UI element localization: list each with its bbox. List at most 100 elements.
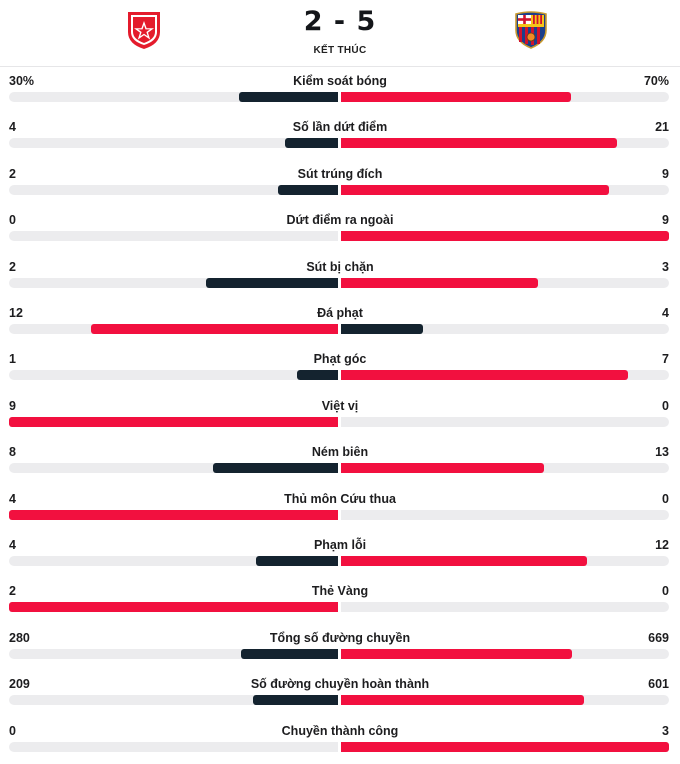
away-stat-value: 3 <box>662 259 669 274</box>
home-stat-bar <box>9 416 338 427</box>
away-stat-value: 0 <box>662 398 669 413</box>
away-stat-track <box>341 695 669 706</box>
stat-row: 0 Chuyền thành công 3 <box>0 718 680 764</box>
home-stat-value: 209 <box>9 677 30 692</box>
home-stat-track <box>9 231 338 242</box>
stat-label: Sút bị chặn <box>306 259 374 274</box>
away-stat-bar <box>341 138 617 149</box>
home-stat-track <box>9 556 338 566</box>
away-stat-bar <box>341 324 423 334</box>
away-stat-track <box>341 231 669 242</box>
home-stat-value: 4 <box>9 120 16 135</box>
home-stat-track <box>9 92 338 102</box>
away-stat-bar <box>341 370 628 381</box>
stat-label: Thẻ Vàng <box>311 584 369 599</box>
home-stat-value: 2 <box>9 259 16 274</box>
home-stat-value: 2 <box>9 584 16 599</box>
home-stat-track <box>9 184 338 195</box>
home-stat-value: 0 <box>9 213 16 228</box>
away-stat-bar <box>341 648 573 659</box>
away-stat-bar <box>341 231 669 242</box>
stat-label: Ném biên <box>311 445 369 460</box>
away-stat-value: 13 <box>655 445 669 460</box>
home-stat-bar <box>296 370 338 381</box>
red-star-crest-icon[interactable] <box>124 10 164 50</box>
away-stat-track <box>341 556 669 566</box>
stat-label: Sút trúng đích <box>297 166 383 181</box>
home-stat-value: 0 <box>9 723 16 738</box>
away-stat-bar <box>341 277 538 288</box>
home-stat-bar <box>253 695 338 706</box>
away-stat-track <box>341 184 669 195</box>
away-stat-bar <box>341 556 587 566</box>
stat-row: 2 Sút bị chặn 3 <box>0 254 680 300</box>
home-stat-bar <box>285 138 338 149</box>
away-stat-track <box>341 416 669 427</box>
home-stat-bar <box>206 277 338 288</box>
away-stat-track <box>341 138 669 149</box>
home-stat-track <box>9 602 338 613</box>
away-stat-track <box>341 602 669 613</box>
home-stat-track <box>9 370 338 381</box>
away-stat-track <box>341 277 669 288</box>
home-stat-value: 1 <box>9 352 16 367</box>
away-stat-value: 4 <box>662 306 669 320</box>
stat-label: Số đường chuyền hoàn thành <box>250 677 430 692</box>
home-stat-track <box>9 463 338 474</box>
away-stat-value: 3 <box>662 723 669 738</box>
stat-label: Phạt góc <box>313 352 367 367</box>
match-status: KẾT THÚC <box>313 45 367 56</box>
stat-row: 2 Sút trúng đích 9 <box>0 161 680 207</box>
away-stat-value: 21 <box>655 120 669 135</box>
home-stat-track <box>9 277 338 288</box>
home-stat-track <box>9 138 338 149</box>
away-stat-track <box>341 463 669 474</box>
stat-row: 30% Kiểm soát bóng 70% <box>0 68 680 114</box>
home-stat-value: 30% <box>9 74 35 88</box>
stat-label: Đá phạt <box>317 306 363 320</box>
home-stat-track <box>9 648 338 659</box>
away-stat-track <box>341 741 669 752</box>
stat-label: Kiểm soát bóng <box>293 74 387 88</box>
away-stat-bar <box>341 463 545 474</box>
stat-label: Số lần dứt điểm <box>292 120 388 135</box>
stat-row: 209 Số đường chuyền hoàn thành 601 <box>0 671 680 717</box>
away-stat-track <box>341 509 669 520</box>
home-stat-track <box>9 416 338 427</box>
away-stat-value: 669 <box>648 630 669 645</box>
stat-row: 0 Dứt điểm ra ngoài 9 <box>0 207 680 253</box>
home-stat-bar <box>9 602 338 613</box>
stat-row: 8 Ném biên 13 <box>0 439 680 485</box>
stat-label: Phạm lỗi <box>313 538 367 552</box>
away-stat-bar <box>341 741 669 752</box>
stat-label: Thủ môn Cứu thua <box>284 491 396 506</box>
away-stat-value: 12 <box>655 538 669 552</box>
home-stat-track <box>9 741 338 752</box>
away-stat-bar <box>341 184 610 195</box>
away-stat-track <box>341 92 669 102</box>
away-stat-track <box>341 324 669 334</box>
stat-row: 9 Việt vị 0 <box>0 393 680 439</box>
away-stat-value: 0 <box>662 584 669 599</box>
away-stat-value: 0 <box>662 491 669 506</box>
away-stat-bar <box>341 92 571 102</box>
stat-label: Tổng số đường chuyền <box>269 630 411 645</box>
match-header: 2 - 5 KẾT THÚC <box>0 0 680 67</box>
stat-label: Dứt điểm ra ngoài <box>286 213 394 228</box>
home-stat-track <box>9 509 338 520</box>
away-stat-track <box>341 370 669 381</box>
stat-label: Việt vị <box>321 398 359 413</box>
home-stat-bar <box>9 509 338 520</box>
home-stat-bar <box>278 184 338 195</box>
stat-row: 12 Đá phạt 4 <box>0 300 680 346</box>
stat-row: 1 Phạt góc 7 <box>0 346 680 392</box>
stat-row: 4 Phạm lỗi 12 <box>0 532 680 578</box>
home-stat-track <box>9 695 338 706</box>
away-stat-value: 70% <box>643 74 669 88</box>
home-stat-value: 12 <box>9 306 23 320</box>
home-stat-bar <box>240 648 338 659</box>
home-stat-value: 4 <box>9 491 16 506</box>
home-stat-value: 280 <box>9 630 30 645</box>
away-stat-value: 9 <box>662 213 669 228</box>
fc-barcelona-crest-icon[interactable] <box>511 10 551 50</box>
